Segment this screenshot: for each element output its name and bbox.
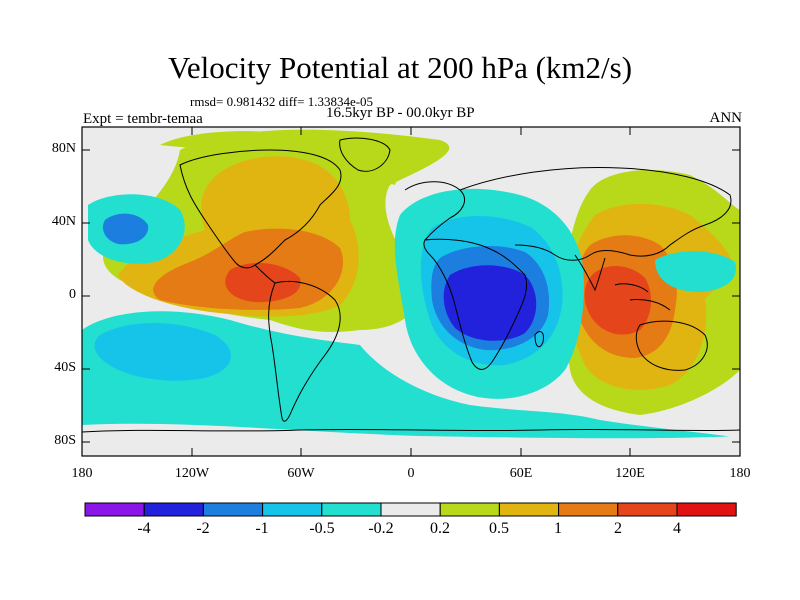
colorbar-label: 2 bbox=[614, 520, 622, 537]
colorbar-label: 1 bbox=[554, 520, 562, 537]
colorbar-swatch bbox=[676, 502, 737, 517]
lon-label-0: 0 bbox=[407, 466, 415, 481]
contour-neg-south-teal bbox=[82, 311, 740, 456]
contour-field bbox=[82, 127, 740, 456]
colorbar-label: -4 bbox=[137, 520, 151, 537]
colorbar-label: -0.2 bbox=[368, 520, 394, 537]
lat-label-40s: 40S bbox=[54, 360, 76, 375]
contour-pos-americas-red bbox=[225, 263, 301, 303]
colorbar-swatch bbox=[262, 502, 323, 517]
colorbar-label: -1 bbox=[255, 520, 269, 537]
colorbar-swatch bbox=[143, 502, 204, 517]
stats-label: rmsd= 0.981432 diff= 1.33834e-05 bbox=[190, 94, 374, 109]
colorbar-label: 4 bbox=[673, 520, 681, 537]
colorbar-label: -0.5 bbox=[309, 520, 335, 537]
lon-label-180e: 180 bbox=[729, 466, 751, 481]
lat-label-80n: 80N bbox=[51, 141, 76, 156]
period-label: 16.5kyr BP - 00.0kyr BP bbox=[326, 105, 475, 121]
coastlines bbox=[82, 137, 740, 433]
contour-neutral-south bbox=[82, 423, 740, 456]
colorbar-swatch bbox=[439, 502, 500, 517]
contour-neg-wpacific-teal bbox=[655, 251, 736, 292]
colorbar-swatch bbox=[321, 502, 382, 517]
contour-north-lime bbox=[160, 131, 440, 185]
map-title: Velocity Potential at 200 hPa (km2/s) bbox=[167, 50, 633, 85]
lon-label-60e: 60E bbox=[509, 466, 533, 481]
colorbar-swatch bbox=[617, 502, 678, 517]
lat-label-80s: 80S bbox=[54, 433, 76, 448]
lon-label-120e: 120E bbox=[615, 466, 645, 481]
lon-label-120w: 120W bbox=[174, 466, 210, 481]
lat-label-40n: 40N bbox=[51, 214, 76, 229]
colorbar-label: 0.5 bbox=[489, 520, 509, 537]
colorbar-swatch bbox=[498, 502, 560, 517]
colorbar-swatch bbox=[558, 502, 619, 517]
contour-neg-africa-deep bbox=[443, 265, 537, 341]
colorbar-swatch bbox=[84, 502, 145, 517]
colorbar-swatch bbox=[380, 502, 441, 517]
lon-label-180w: 180 bbox=[71, 466, 93, 481]
colorbar-swatch bbox=[202, 502, 264, 517]
contour-pos-asia-red bbox=[584, 265, 652, 335]
axis-ticks bbox=[81, 127, 741, 456]
colorbar-label: 0.2 bbox=[430, 520, 450, 537]
contour-neg-south-cyan bbox=[94, 322, 232, 381]
lat-label-0: 0 bbox=[69, 287, 76, 302]
colorbar-label: -2 bbox=[196, 520, 210, 537]
contour-neg-npacific-blue bbox=[102, 213, 149, 245]
colorbar bbox=[84, 502, 737, 517]
lon-label-60w: 60W bbox=[287, 466, 315, 481]
experiment-label: Expt = tembr-temaa bbox=[83, 111, 203, 127]
season-label: ANN bbox=[709, 110, 743, 126]
